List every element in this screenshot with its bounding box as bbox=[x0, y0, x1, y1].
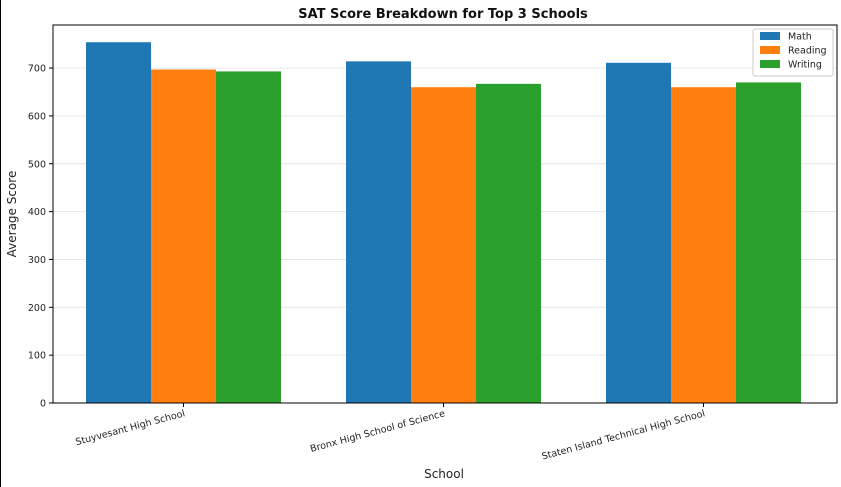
y-tick-label: 400 bbox=[28, 207, 46, 218]
legend-label-writing: Writing bbox=[788, 60, 822, 71]
y-tick-label: 200 bbox=[28, 303, 46, 314]
bar-math bbox=[606, 62, 671, 404]
y-axis-label: Average Score bbox=[5, 171, 19, 258]
x-tick-label: Bronx High School of Science bbox=[309, 408, 446, 455]
y-tick-label: 600 bbox=[28, 111, 46, 122]
y-tick-label: 100 bbox=[28, 351, 46, 362]
plot-area-frame bbox=[52, 24, 838, 404]
bars bbox=[86, 42, 801, 404]
bar-math bbox=[346, 61, 411, 403]
legend: Math Reading Writing bbox=[752, 28, 834, 77]
y-tick-label: 700 bbox=[28, 64, 46, 75]
bar-reading bbox=[411, 87, 476, 404]
legend-swatch-math bbox=[760, 32, 780, 40]
legend-label-math: Math bbox=[788, 32, 812, 43]
legend-swatch-writing bbox=[760, 60, 780, 68]
bar-writing bbox=[476, 83, 541, 404]
bar-writing bbox=[736, 82, 801, 403]
y-axis-ticks: 0 100 200 300 400 500 600 700 bbox=[28, 64, 53, 410]
bar-writing bbox=[216, 71, 281, 403]
x-tick-label: Stuyvesant High School bbox=[74, 408, 186, 448]
legend-label-reading: Reading bbox=[788, 46, 827, 57]
bar-reading bbox=[151, 69, 216, 404]
x-tick-label: Staten Island Technical High School bbox=[541, 408, 707, 462]
y-tick-label: 0 bbox=[40, 399, 46, 410]
x-axis-label: School bbox=[424, 467, 464, 481]
x-axis-ticks: Stuyvesant High School Bronx High School … bbox=[74, 403, 706, 463]
chart-title: SAT Score Breakdown for Top 3 Schools bbox=[298, 7, 588, 22]
legend-items: Math Reading Writing bbox=[760, 32, 827, 71]
y-tick-label: 300 bbox=[28, 255, 46, 266]
legend-swatch-reading bbox=[760, 46, 780, 54]
bar-math bbox=[86, 42, 151, 404]
y-tick-label: 500 bbox=[28, 159, 46, 170]
bar-reading bbox=[671, 87, 736, 404]
